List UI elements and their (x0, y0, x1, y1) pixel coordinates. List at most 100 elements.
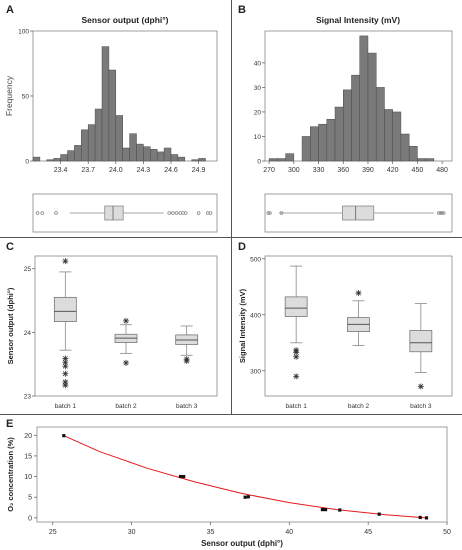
hist-b-x-tick-label: 450 (412, 167, 424, 174)
panel-label-b: B (238, 4, 246, 16)
hist-a-boxplot-outlier (171, 211, 175, 215)
hist-b-boxplot-frame (264, 193, 453, 233)
hist-b-bar (268, 158, 278, 162)
hist-b-boxplot-box (342, 205, 375, 221)
hist-a-bar (87, 124, 96, 162)
hist-a-boxplot-box (104, 205, 124, 221)
scatter-e-y-tick-label: 15 (24, 453, 32, 460)
box-d-category-label: batch 2 (348, 403, 370, 410)
hist-a-bar (81, 129, 89, 162)
box-c-outlier (183, 358, 190, 364)
scatter-e-y-tick-label: 20 (24, 433, 32, 440)
hist-a-boxplot-outlier (208, 211, 213, 215)
hist-a-x-tick-label: 24.9 (192, 167, 206, 174)
hist-a-x-tick-label: 24.0 (109, 167, 123, 174)
hist-b-bar (408, 146, 418, 162)
hist-a-bar (46, 159, 54, 162)
hist-a-boxplot-outlier (196, 211, 201, 215)
hist-a-boxplot-outlier (174, 211, 179, 215)
hist-b-bar (334, 106, 344, 162)
hist-b-bar (425, 158, 435, 162)
box-d-outlier (293, 373, 300, 380)
scatter-e-x-tick-label: 30 (128, 529, 136, 536)
scatter-e-point (418, 515, 422, 520)
hist-b-bar (384, 109, 393, 162)
hist-b-y-tick-label: 10 (254, 134, 262, 141)
hist-a-bar (115, 115, 123, 162)
hist-a-boxplot-outlier (54, 211, 58, 215)
box-d-category-label: batch 1 (286, 403, 308, 410)
panel-label-d: D (238, 241, 246, 253)
hist-b-bar (367, 52, 377, 162)
hist-b-boxplot-outlier (266, 211, 271, 215)
hist-a-bar (32, 156, 41, 162)
panel-label-c: C (6, 241, 14, 253)
box-c-outlier (62, 370, 69, 377)
hist-b-bar (343, 89, 352, 162)
hist-a-boxplot-frame (32, 193, 218, 233)
box-c-frame (34, 255, 218, 397)
hist-a-bar (143, 146, 151, 162)
box-c-outlier (62, 363, 69, 370)
scatter-e-x-tick-label: 50 (443, 529, 451, 536)
hist-b-x-tick-label: 330 (313, 167, 325, 174)
box-c-category-label: batch 1 (55, 403, 77, 410)
hist-b-bar (285, 153, 295, 162)
hist-a-bar (191, 159, 199, 162)
hist-b-y-tick-label: 20 (254, 109, 262, 116)
box-d-box (409, 330, 433, 353)
hist-a-bar (129, 133, 137, 162)
scatter-e-point (182, 474, 186, 479)
box-d-outlier (293, 353, 300, 360)
hist-b-y-tick-label: 30 (254, 85, 262, 92)
hist-a-bar (170, 154, 179, 162)
hist-b-bar (310, 126, 319, 162)
box-d-y-axis-label: Signal Intensity (mV) (238, 288, 247, 363)
box-d-y-tick-label: 400 (250, 312, 261, 319)
scatter-e-y-tick-label: 5 (28, 495, 32, 502)
divider-bottom (0, 414, 462, 415)
scatter-e-point (246, 495, 250, 499)
box-d-outlier (293, 349, 300, 356)
hist-a-bar (53, 158, 61, 162)
scatter-e-point (62, 434, 66, 438)
box-c-box (53, 296, 77, 322)
box-d-category-label: batch 3 (410, 403, 432, 410)
hist-a-bar (122, 147, 130, 162)
hist-a-boxplot-outlier (183, 211, 188, 215)
scatter-e-point (243, 495, 247, 499)
scatter-e-frame (36, 426, 448, 523)
scatter-e-y-tick-label: 0 (28, 515, 32, 522)
panel-label-a: A (6, 4, 14, 16)
box-d-outlier (417, 383, 424, 390)
scatter-e-x-tick-label: 35 (207, 529, 215, 536)
divider-top (231, 0, 232, 237)
hist-b-bar (351, 74, 360, 162)
box-d-outlier (355, 289, 362, 296)
box-c-y-tick-label: 25 (24, 266, 32, 273)
hist-b-x-tick-label: 390 (362, 167, 374, 174)
hist-b-bar (301, 136, 311, 162)
box-d-box (284, 296, 308, 317)
box-d-y-tick-label: 300 (250, 368, 261, 375)
hist-b-bar (392, 111, 402, 162)
hist-b-x-tick-label: 420 (387, 167, 399, 174)
box-c-outlier (123, 317, 129, 324)
hist-a-frame (32, 30, 218, 162)
hist-b-y-tick-label: 40 (254, 60, 262, 67)
hist-b-title: Signal Intensity (mV) (316, 15, 400, 25)
hist-a-title: Sensor output (dphi°) (82, 15, 169, 25)
hist-a-y-tick-label: 0 (25, 159, 29, 166)
scatter-e-x-tick-label: 40 (285, 529, 293, 536)
hist-a-x-tick-label: 24.6 (164, 167, 178, 174)
hist-a-bar (74, 145, 82, 162)
hist-a-y-tick-label: 50 (22, 94, 30, 101)
box-c-category-label: batch 3 (176, 403, 198, 410)
hist-a-bar (163, 147, 172, 162)
scatter-e-point (323, 508, 328, 512)
hist-b-bar (326, 119, 336, 162)
box-c-outlier (62, 355, 69, 362)
hist-b-boxplot-outlier (437, 211, 441, 215)
hist-b-boxplot-outlier (441, 211, 446, 215)
